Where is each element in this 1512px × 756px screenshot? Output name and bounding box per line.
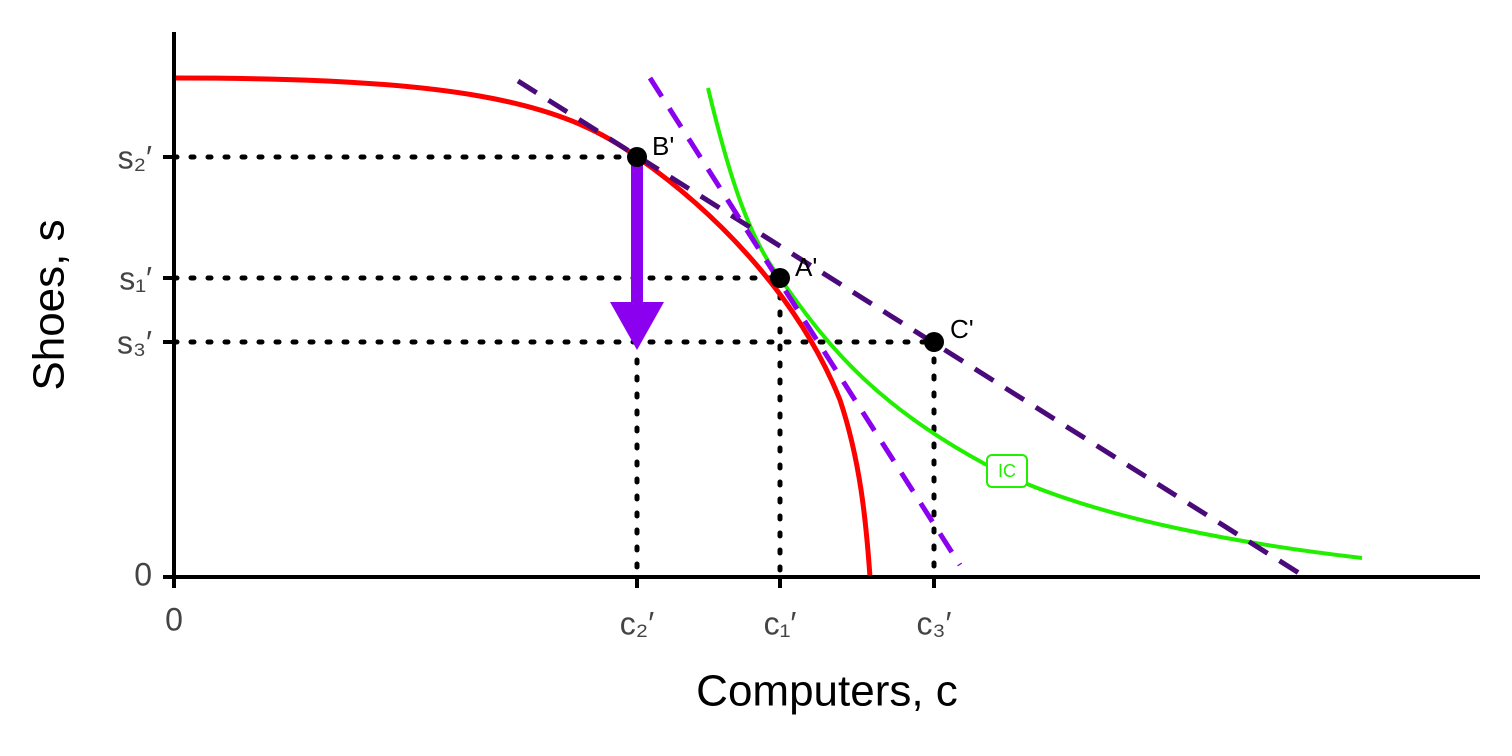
indifference-curve bbox=[706, 87, 1363, 560]
ticks bbox=[163, 155, 936, 588]
y-tick-label: s₂′ bbox=[118, 139, 152, 175]
arrow-head bbox=[610, 302, 664, 350]
point-label: A' bbox=[795, 252, 817, 282]
x-tick-label: c₂′ bbox=[620, 605, 654, 641]
guides bbox=[171, 154, 937, 580]
point bbox=[924, 332, 944, 352]
x-tick-label: c₃′ bbox=[916, 605, 951, 641]
curve-label: IC bbox=[998, 461, 1016, 481]
x-axis-title: Computers, c bbox=[696, 667, 958, 716]
curve-label-box bbox=[986, 454, 1028, 488]
price-line bbox=[516, 78, 1304, 578]
y-tick-label: 0 bbox=[134, 556, 152, 592]
y-tick-label: s₃′ bbox=[117, 324, 152, 360]
price-line-old bbox=[647, 76, 963, 567]
point-label: C' bbox=[950, 314, 974, 344]
y-tick-label: s₁′ bbox=[119, 260, 152, 296]
x-tick-label: 0 bbox=[165, 601, 183, 637]
point bbox=[627, 147, 647, 167]
x-tick-label: c₁′ bbox=[764, 605, 797, 641]
point bbox=[770, 268, 790, 288]
point-label: B' bbox=[652, 131, 674, 161]
ppf-curve bbox=[173, 75, 873, 578]
y-axis-title: Shoes, s bbox=[25, 219, 74, 390]
